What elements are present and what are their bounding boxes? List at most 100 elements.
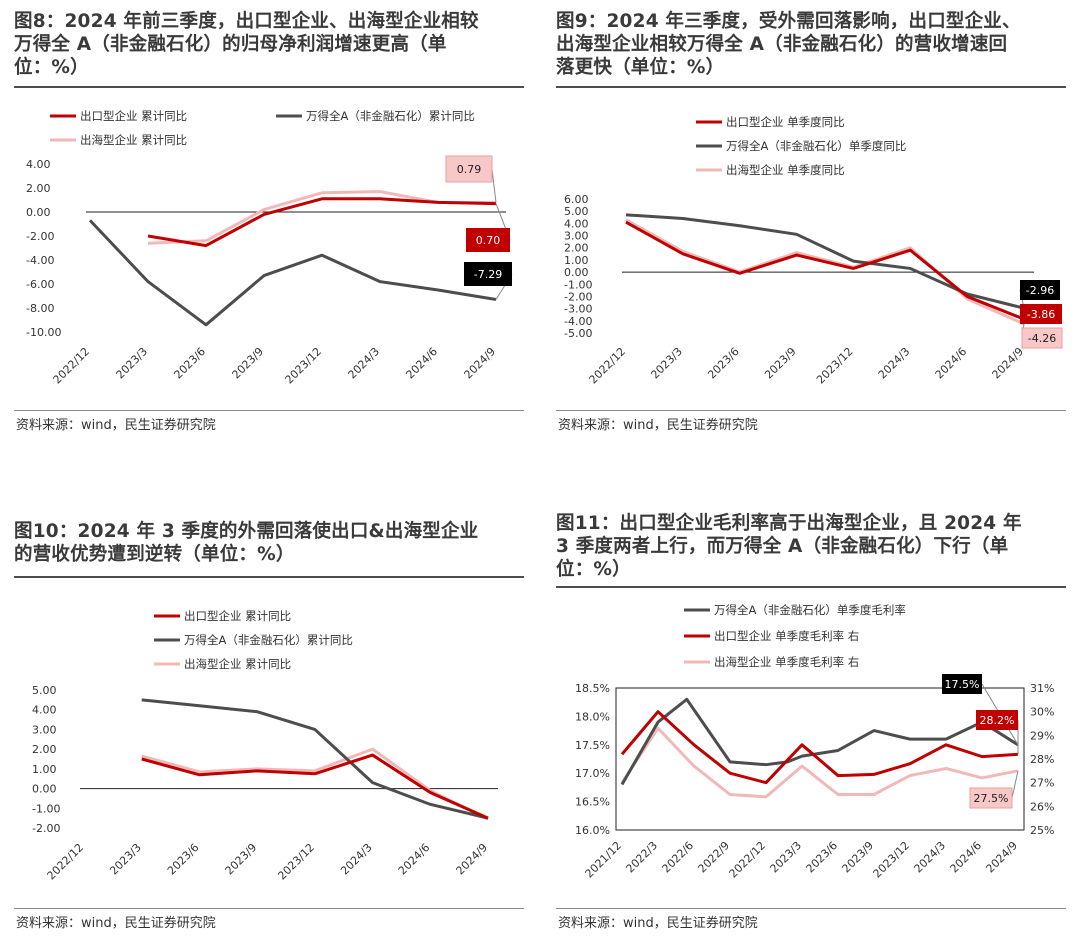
source-note: 资料来源：wind，民生证券研究院 <box>558 418 758 433</box>
x-tick-label: 2024/9 <box>454 841 491 878</box>
top-rule <box>556 586 1066 588</box>
y-tick-label-left: 16.0% <box>575 824 610 837</box>
x-tick-label: 2023/9 <box>230 345 267 382</box>
data-label-box <box>1020 280 1060 300</box>
data-label: 17.5% <box>945 678 980 691</box>
title-line: 图10：2024 年 3 季度的外需回落使出口&出海型企业 <box>14 521 479 542</box>
series-line <box>625 220 1025 321</box>
legend-label: 出口型企业 累计同比 <box>184 609 291 623</box>
title-line: 位：%） <box>14 57 89 78</box>
x-tick-label: 2022/12 <box>727 839 769 881</box>
y-tick-label: -6.00 <box>26 278 54 291</box>
x-tick-label: 2024/3 <box>338 841 375 878</box>
panel-title: 图11：出口型企业毛利率高于出海型企业，且 2024 年 3 季度两者上行，而万… <box>556 512 1066 581</box>
y-tick-label: 4.00 <box>26 158 51 171</box>
panel-title: 图9：2024 年三季度，受外需回落影响，出口型企业、 出海型企业相较万得全 A… <box>556 10 1066 79</box>
series-line <box>620 697 1019 786</box>
y-tick-label: 0.00 <box>26 206 51 219</box>
legend-label: 出口型企业 单季度同比 <box>726 115 845 129</box>
y-tick-label-right: 26% <box>1030 800 1054 813</box>
legend-label: 出海型企业 单季度同比 <box>726 163 845 177</box>
data-label-box <box>445 155 493 183</box>
legend-label: 万得全A（非金融石化）单季度毛利率 <box>714 603 906 617</box>
y-tick-label-left: 17.5% <box>575 739 610 752</box>
title-line: 位：%） <box>556 559 631 580</box>
x-tick-label: 2023/3 <box>107 841 144 878</box>
data-label: 27.5% <box>974 792 1009 805</box>
y-tick-label: 1.00 <box>32 763 57 776</box>
series-line <box>141 698 489 820</box>
y-tick-label: -2.00 <box>26 230 54 243</box>
y-tick-label-right: 25% <box>1030 824 1054 837</box>
top-rule <box>14 86 524 88</box>
x-tick-label: 2022/12 <box>587 345 629 387</box>
data-label-box <box>466 228 510 252</box>
x-tick-label: 2023/12 <box>814 345 856 387</box>
legend-label: 出海型企业 单季度毛利率 右 <box>714 655 859 669</box>
series-line <box>147 197 497 248</box>
data-label: -2.96 <box>1026 284 1054 297</box>
panel-title: 图10：2024 年 3 季度的外需回落使出口&出海型企业 的营收优势遭到逆转（… <box>14 520 524 566</box>
y-tick-label: 6.00 <box>564 193 589 206</box>
plot-frame <box>615 687 1025 831</box>
x-tick-label: 2023/3 <box>768 839 805 876</box>
x-tick-label: 2023/12 <box>283 345 325 387</box>
x-tick-label: 2024/6 <box>948 839 985 876</box>
data-label: 0.79 <box>457 163 482 176</box>
x-tick-label: 2023/9 <box>223 841 260 878</box>
x-tick-label: 2024/3 <box>876 345 913 382</box>
y-tick-label: 4.00 <box>32 704 57 717</box>
y-tick-label: -1.00 <box>32 802 60 815</box>
x-tick-label: 2023/6 <box>165 841 202 878</box>
series-line <box>620 726 1019 799</box>
data-label-box <box>464 262 512 286</box>
x-tick-label: 2023/6 <box>804 839 841 876</box>
source-note: 资料来源：wind，民生证券研究院 <box>16 418 216 433</box>
data-label-box <box>942 674 982 694</box>
data-label: -3.86 <box>1027 308 1055 321</box>
legend-label: 出口型企业 单季度毛利率 右 <box>714 629 859 643</box>
legend-label: 万得全A（非金融石化）累计同比 <box>306 109 475 123</box>
data-label-box <box>1021 327 1063 349</box>
y-tick-label: 5.00 <box>32 684 57 697</box>
x-tick-label: 2022/6 <box>660 839 697 876</box>
y-tick-label: -2.00 <box>564 290 592 303</box>
x-tick-label: 2023/9 <box>762 345 799 382</box>
y-tick-label: 0.00 <box>564 266 589 279</box>
x-tick-label: 2024/3 <box>912 839 949 876</box>
y-tick-label-right: 31% <box>1030 682 1054 695</box>
data-label: 28.2% <box>980 714 1015 727</box>
label-leader <box>491 168 497 203</box>
panel-fig9: 图9：2024 年三季度，受外需回落影响，出口型企业、 出海型企业相较万得全 A… <box>556 6 1066 434</box>
title-line: 万得全 A（非金融石化）的归母净利润增速更高（单 <box>14 34 447 55</box>
x-tick-label: 2023/3 <box>114 345 151 382</box>
x-tick-label: 2023/12 <box>871 839 913 881</box>
y-tick-label-left: 18.5% <box>575 682 610 695</box>
y-tick-label: 0.00 <box>32 783 57 796</box>
label-leader <box>1011 770 1019 799</box>
x-tick-label: 2024/6 <box>404 345 441 382</box>
y-tick-label: -2.00 <box>32 822 60 835</box>
y-tick-label-right: 28% <box>1030 753 1054 766</box>
source-note: 资料来源：wind，民生证券研究院 <box>16 916 216 931</box>
y-tick-label: 3.00 <box>564 230 589 243</box>
source-note: 资料来源：wind，民生证券研究院 <box>558 916 758 931</box>
y-tick-label: 2.00 <box>32 743 57 756</box>
x-tick-label: 2024/3 <box>346 345 383 382</box>
legend-label: 万得全A（非金融石化）累计同比 <box>184 633 353 647</box>
data-label: 0.70 <box>476 234 501 247</box>
panel-fig8: 图8：2024 年前三季度，出口型企业、出海型企业相较 万得全 A（非金融石化）… <box>14 6 524 434</box>
y-tick-label-right: 29% <box>1030 729 1054 742</box>
bottom-rule <box>556 908 1066 909</box>
y-tick-label: -4.00 <box>26 254 54 267</box>
x-tick-label: 2024/9 <box>984 839 1021 876</box>
legend-label: 万得全A（非金融石化）单季度同比 <box>726 139 906 153</box>
title-line: 出海型企业相较万得全 A（非金融石化）的营收增速回 <box>556 34 1008 55</box>
title-line: 的营收优势遭到逆转（单位：%） <box>14 544 295 565</box>
x-tick-label: 2021/12 <box>583 839 625 881</box>
x-tick-label: 2023/12 <box>275 841 317 883</box>
y-tick-label: 1.00 <box>564 254 589 267</box>
y-tick-label: -3.00 <box>564 303 592 316</box>
bottom-rule <box>556 410 1066 411</box>
